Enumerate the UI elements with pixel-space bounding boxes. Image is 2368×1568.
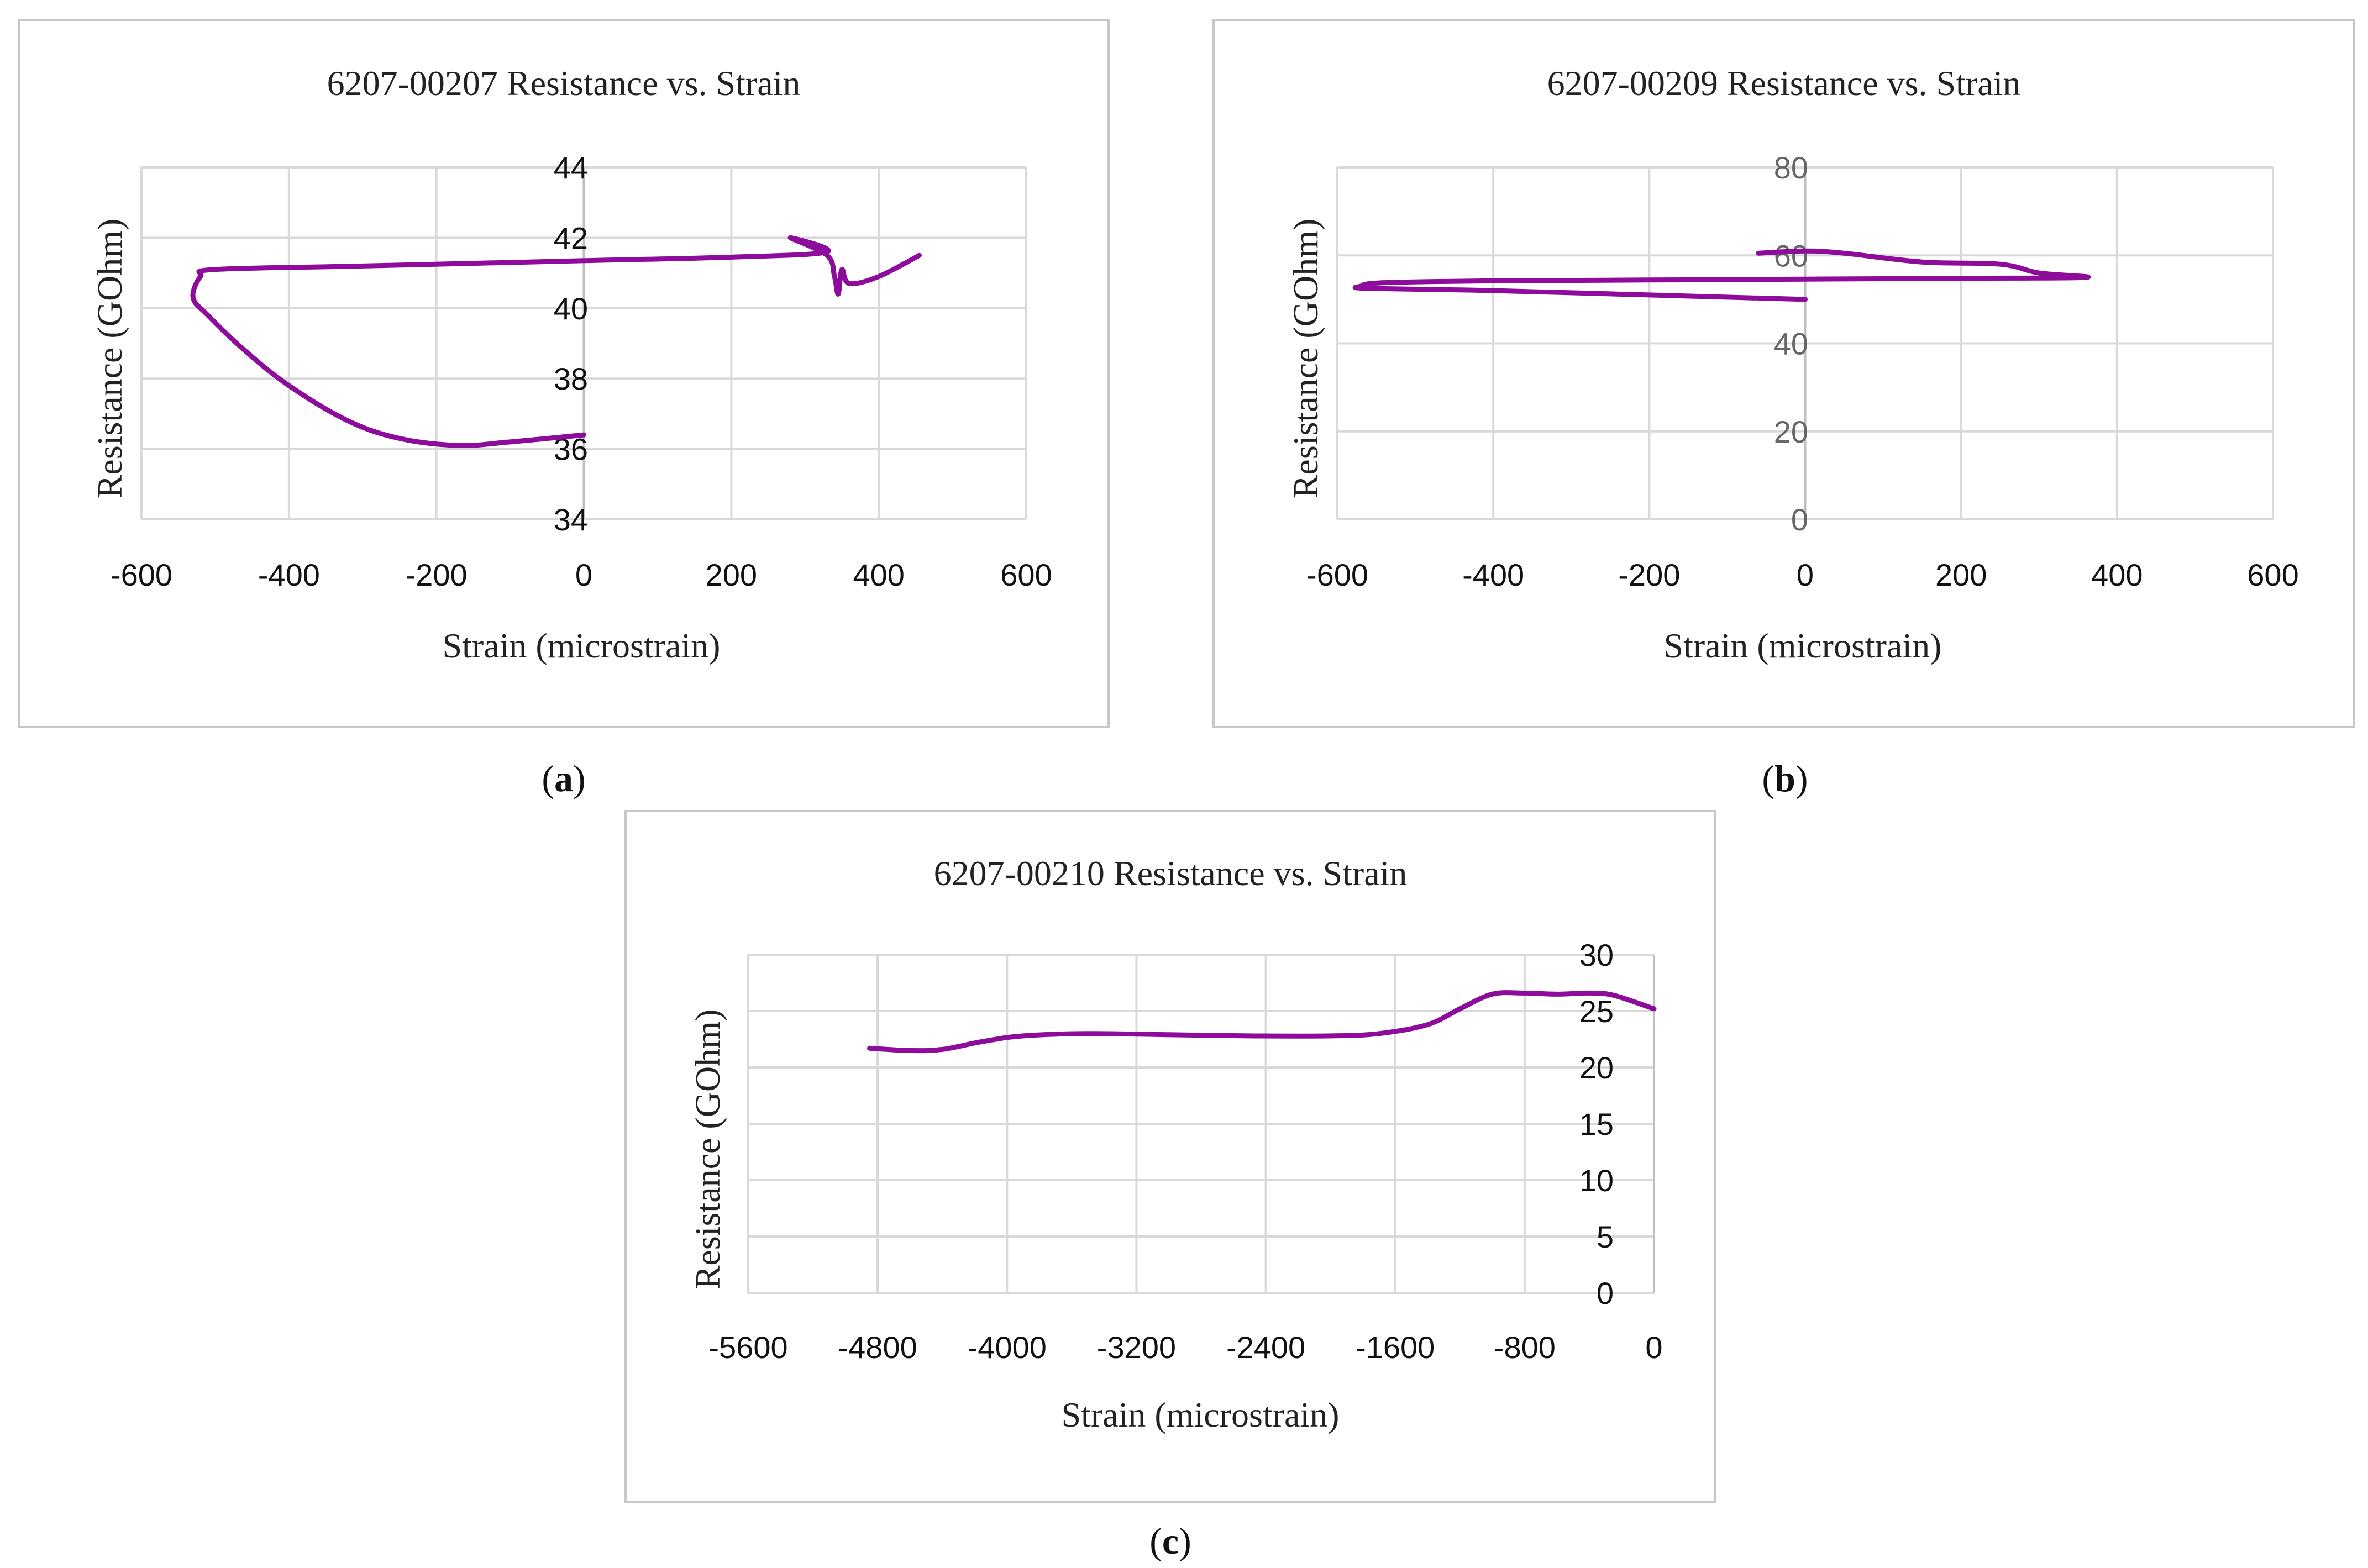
series-line xyxy=(190,235,922,448)
y-tick-label: 20 xyxy=(1579,1050,1614,1085)
x-tick-label: 600 xyxy=(2247,557,2298,592)
x-tick-label: 0 xyxy=(1797,557,1814,592)
chart-title: 6207-00207 Resistance vs. Strain xyxy=(327,64,801,103)
y-tick-label: 40 xyxy=(554,291,588,326)
x-tick-label: -4800 xyxy=(838,1330,917,1365)
y-tick-label: 38 xyxy=(554,361,588,396)
y-tick-label: 0 xyxy=(1597,1276,1614,1311)
gridlines xyxy=(1336,166,2274,520)
x-tick-label: -2400 xyxy=(1226,1330,1305,1365)
y-axis-label: Resistance (GOhm) xyxy=(90,219,129,499)
x-axis-label: Strain (microstrain) xyxy=(1664,626,1942,665)
gridlines xyxy=(140,166,1027,520)
chart-frame xyxy=(624,810,1716,1503)
x-tick-label: 400 xyxy=(2091,557,2143,592)
x-tick-label: 600 xyxy=(1000,557,1052,592)
y-axis-label: Resistance (GOhm) xyxy=(1286,219,1325,499)
chart-panel-a: 6207-00207 Resistance vs. Strain -600 -40… xyxy=(18,19,1110,799)
series-line xyxy=(1352,248,2091,302)
y-tick-label: 5 xyxy=(1597,1219,1614,1254)
y-tick-label: 30 xyxy=(1579,938,1614,972)
y-tick-label: 44 xyxy=(554,150,588,185)
x-tick-labels: -5600 -4800 -4000 -3200 -2400 -1600 -800 0 xyxy=(708,1330,1662,1365)
x-tick-label: 200 xyxy=(706,557,757,592)
x-tick-label: -400 xyxy=(1462,557,1524,592)
chart-frame xyxy=(18,19,1110,728)
x-tick-label: 0 xyxy=(575,557,592,592)
y-tick-label: 60 xyxy=(1774,238,1808,273)
series-layer xyxy=(867,990,1657,1054)
x-tick-label: -800 xyxy=(1494,1330,1556,1365)
chart-panel-b: 6207-00209 Resistance vs. Strain -600 -40… xyxy=(1212,19,2355,799)
gridlines xyxy=(747,954,1655,1294)
x-tick-label: 0 xyxy=(1645,1330,1662,1365)
chart-title: 6207-00210 Resistance vs. Strain xyxy=(934,854,1408,893)
x-tick-label: -3200 xyxy=(1097,1330,1176,1365)
x-tick-label: -4000 xyxy=(968,1330,1047,1365)
x-tick-label: -200 xyxy=(406,557,468,592)
panel-caption: (b) xyxy=(1762,757,1808,799)
chart-frame xyxy=(1212,19,2355,728)
series-layer xyxy=(190,235,922,448)
y-tick-label: 42 xyxy=(554,220,588,255)
x-tick-labels: -600 -400 -200 0 200 400 600 xyxy=(111,557,1052,592)
y-axis-label: Resistance (GOhm) xyxy=(688,1009,727,1290)
panel-caption-letter: b xyxy=(1774,757,1795,799)
series-line xyxy=(867,990,1657,1054)
y-tick-labels: 0 5 10 15 20 25 30 xyxy=(1579,938,1614,1311)
chart-title: 6207-00209 Resistance vs. Strain xyxy=(1547,64,2021,103)
x-tick-label: -200 xyxy=(1618,557,1680,592)
y-tick-label: 15 xyxy=(1579,1107,1614,1141)
x-tick-label: 200 xyxy=(1935,557,1987,592)
y-tick-label: 34 xyxy=(554,502,588,537)
y-tick-label: 10 xyxy=(1579,1163,1614,1198)
panel-caption: (a) xyxy=(542,757,585,799)
y-tick-labels: 0 20 40 60 80 xyxy=(1774,150,1808,537)
x-axis-label: Strain (microstrain) xyxy=(443,626,721,665)
panel-caption-letter: a xyxy=(554,757,573,799)
series-layer xyxy=(1352,248,2091,302)
x-tick-label: -5600 xyxy=(708,1330,787,1365)
x-tick-labels: -600 -400 -200 0 200 400 600 xyxy=(1306,557,2299,592)
y-tick-label: 0 xyxy=(1791,502,1808,537)
x-tick-label: -1600 xyxy=(1356,1330,1435,1365)
x-tick-label: -600 xyxy=(111,557,172,592)
y-tick-label: 40 xyxy=(1774,327,1808,361)
panel-caption-letter: c xyxy=(1162,1520,1179,1562)
y-tick-label: 80 xyxy=(1774,150,1808,185)
panel-caption: (c) xyxy=(1149,1520,1191,1562)
x-axis-label: Strain (microstrain) xyxy=(1062,1395,1340,1434)
y-tick-label: 20 xyxy=(1774,414,1808,449)
y-tick-label: 25 xyxy=(1579,994,1614,1029)
x-tick-label: -600 xyxy=(1306,557,1368,592)
x-tick-label: 400 xyxy=(853,557,904,592)
chart-panel-c: 6207-00210 Resistance vs. Strain -5600 -4… xyxy=(624,810,1716,1562)
x-tick-label: -400 xyxy=(258,557,320,592)
